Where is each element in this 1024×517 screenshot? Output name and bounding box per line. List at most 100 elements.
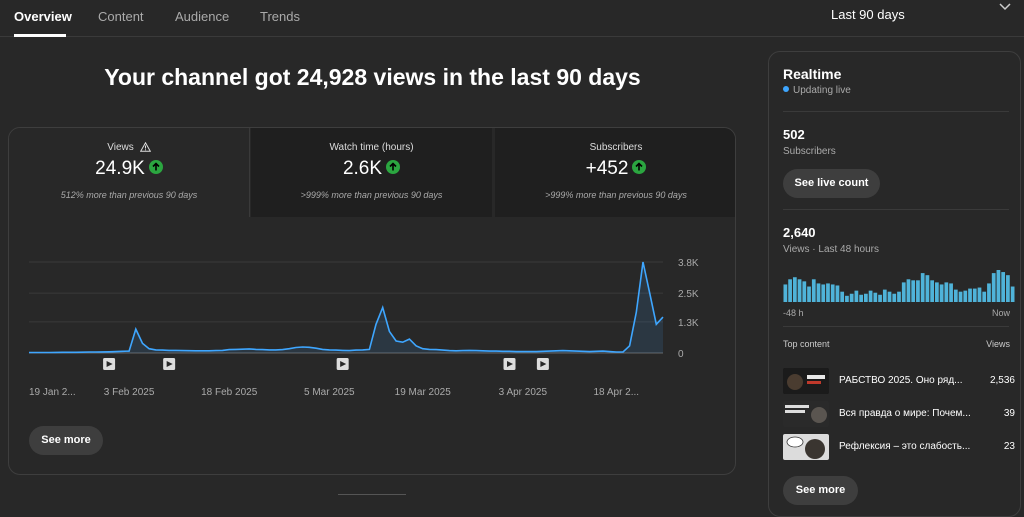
x-tick-label: 3 Feb 2025 xyxy=(104,387,155,398)
top-content-label: Top content xyxy=(783,339,830,349)
metric-comparison: >999% more than previous 90 days xyxy=(300,190,443,200)
realtime-bar xyxy=(797,279,802,302)
realtime-bar xyxy=(996,270,1001,302)
realtime-axis-start: -48 h xyxy=(783,308,804,318)
realtime-bar xyxy=(802,281,807,302)
y-tick-label: 3.8K xyxy=(678,258,699,269)
realtime-bar xyxy=(887,291,892,302)
top-content-title: Рефлексия – это слабость... xyxy=(839,441,971,452)
divider xyxy=(783,209,1009,210)
top-content-title: Вся правда о мире: Почем... xyxy=(839,408,971,419)
realtime-bar xyxy=(835,285,840,302)
metric-comparison: >999% more than previous 90 days xyxy=(545,190,687,200)
x-tick-label: 19 Jan 2... xyxy=(29,387,76,398)
realtime-bar xyxy=(821,284,826,302)
realtime-bar xyxy=(1010,286,1015,302)
tab-trends[interactable]: Trends xyxy=(260,9,300,24)
realtime-bar xyxy=(892,293,897,302)
views-chart[interactable]: 3.8K 2.5K 1.3K 0 19 Jan 2... 3 Feb 2025 18 Feb… xyxy=(9,128,736,418)
metric-value: 24.9K xyxy=(95,158,145,179)
realtime-bar xyxy=(935,282,939,302)
y-tick-label: 0 xyxy=(678,349,684,360)
realtime-bar xyxy=(920,273,925,302)
realtime-bar xyxy=(987,283,991,302)
realtime-bar xyxy=(925,275,930,302)
realtime-subscribers-value: 502 xyxy=(783,127,805,142)
divider xyxy=(783,111,1009,112)
x-tick-label: 18 Apr 2... xyxy=(593,387,639,398)
page-headline: Your channel got 24,928 views in the las… xyxy=(104,64,641,90)
realtime-axis-end: Now xyxy=(991,308,1010,318)
realtime-bar xyxy=(953,289,958,302)
realtime-bar xyxy=(882,289,887,302)
top-content-item[interactable]: РАБСТВО 2025. Оно ряд... 2,536 xyxy=(783,368,1015,394)
x-tick-label: 18 Feb 2025 xyxy=(201,387,258,398)
realtime-bar xyxy=(991,273,996,302)
metric-label: Views xyxy=(107,142,134,153)
metric-subscribers[interactable]: Subscribers +452 >999% more than previou… xyxy=(495,128,735,217)
play-icon xyxy=(507,361,514,367)
video-marker-icon xyxy=(103,358,116,370)
arrow-up-icon xyxy=(148,159,163,174)
realtime-bar xyxy=(859,294,863,302)
realtime-bar xyxy=(826,283,830,302)
x-tick-label: 5 Mar 2025 xyxy=(304,387,355,398)
realtime-bar xyxy=(972,288,977,302)
realtime-bar-chart[interactable] xyxy=(783,270,1015,302)
realtime-bar xyxy=(873,292,878,302)
realtime-bar xyxy=(849,293,854,302)
card-pager xyxy=(338,494,406,495)
realtime-bar xyxy=(863,293,868,302)
video-marker-icon xyxy=(503,358,516,370)
realtime-bar xyxy=(939,284,944,302)
realtime-views-value: 2,640 xyxy=(783,225,816,240)
metric-label: Watch time (hours) xyxy=(329,142,414,153)
metric-label: Subscribers xyxy=(589,142,643,153)
realtime-bar xyxy=(854,290,859,302)
tab-bar: Overview Content Audience Trends Last 90… xyxy=(0,0,1024,37)
realtime-bar xyxy=(1001,272,1006,302)
see-live-count-button[interactable]: See live count xyxy=(783,169,880,198)
video-thumbnail xyxy=(783,368,829,394)
period-selector[interactable]: Last 90 days xyxy=(831,7,905,22)
tab-overview[interactable]: Overview xyxy=(14,9,72,24)
realtime-bar xyxy=(958,291,963,302)
play-icon xyxy=(540,361,547,367)
realtime-bar xyxy=(830,284,835,302)
tab-audience[interactable]: Audience xyxy=(175,9,230,24)
metric-views[interactable]: Views 24.9K 512% more than previous 90 d… xyxy=(9,128,250,217)
video-thumbnail xyxy=(783,401,829,427)
realtime-status: Updating live xyxy=(793,85,851,96)
arrow-up-icon xyxy=(632,159,647,174)
metric-watch-time[interactable]: Watch time (hours) 2.6K >999% more than … xyxy=(251,128,492,217)
realtime-bar xyxy=(949,283,953,302)
realtime-bar xyxy=(982,291,987,302)
tab-content[interactable]: Content xyxy=(98,9,144,24)
y-tick-label: 2.5K xyxy=(678,289,699,300)
warning-icon xyxy=(139,142,151,153)
metric-comparison: 512% more than previous 90 days xyxy=(60,190,198,200)
realtime-bar xyxy=(811,279,816,302)
realtime-bar xyxy=(792,277,797,302)
realtime-bar xyxy=(911,280,916,302)
top-content-see-more-button[interactable]: See more xyxy=(783,476,858,505)
see-more-button[interactable]: See more xyxy=(29,426,103,455)
play-icon xyxy=(166,361,173,367)
top-content-views: 2,536 xyxy=(989,375,1015,386)
realtime-title: Realtime xyxy=(783,66,842,82)
active-tab-indicator xyxy=(14,34,66,37)
top-content-item[interactable]: Вся правда о мире: Почем... 39 xyxy=(783,401,1015,427)
realtime-bar xyxy=(868,290,873,302)
overview-card: Views 24.9K 512% more than previous 90 d… xyxy=(8,127,736,475)
top-content-item[interactable]: Рефлексия – это слабость... 23 xyxy=(783,434,1015,460)
realtime-bar xyxy=(840,291,845,302)
x-tick-label: 19 Mar 2025 xyxy=(395,387,452,398)
realtime-bar xyxy=(916,280,920,302)
top-content-views: 23 xyxy=(1003,441,1015,452)
top-content-title: РАБСТВО 2025. Оно ряд... xyxy=(839,375,963,386)
realtime-bar xyxy=(930,280,935,302)
chevron-down-icon[interactable] xyxy=(998,0,1012,14)
metric-value: 2.6K xyxy=(342,158,383,179)
video-marker-icon xyxy=(536,358,549,370)
views-line xyxy=(29,261,664,354)
